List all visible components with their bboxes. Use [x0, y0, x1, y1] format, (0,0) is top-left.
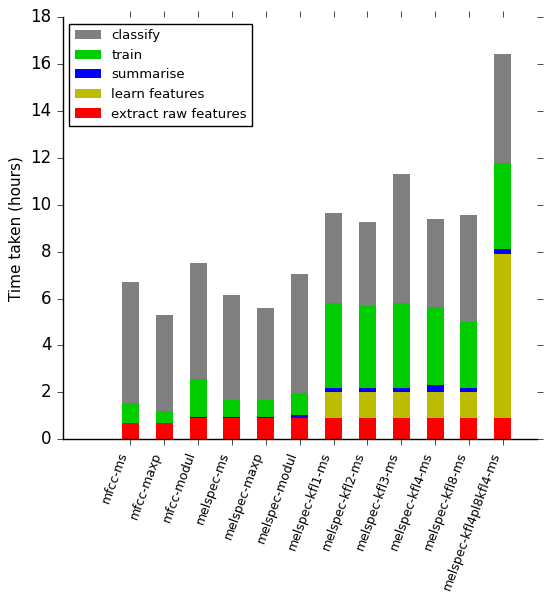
Bar [359, 392, 376, 418]
Bar [257, 418, 274, 439]
Bar [122, 403, 139, 423]
Bar [393, 418, 410, 439]
Bar [223, 295, 240, 400]
Bar [427, 307, 444, 385]
Bar [461, 215, 477, 322]
Bar [427, 219, 444, 307]
Bar [393, 388, 410, 392]
Bar [291, 274, 308, 394]
Bar [223, 417, 240, 418]
Bar [122, 423, 139, 439]
Bar [427, 392, 444, 418]
Bar [393, 303, 410, 388]
Bar [257, 308, 274, 400]
Bar [494, 163, 511, 250]
Bar [190, 263, 207, 379]
Bar [190, 417, 207, 418]
Bar [257, 400, 274, 417]
Bar [291, 394, 308, 415]
Bar [461, 322, 477, 388]
Bar [156, 315, 173, 411]
Bar [359, 223, 376, 305]
Bar [325, 418, 342, 439]
Bar [494, 254, 511, 418]
Bar [190, 379, 207, 417]
Bar [223, 400, 240, 417]
Bar [393, 392, 410, 418]
Bar [359, 418, 376, 439]
Bar [190, 418, 207, 439]
Bar [156, 423, 173, 439]
Bar [257, 417, 274, 418]
Bar [325, 388, 342, 392]
Bar [461, 392, 477, 418]
Bar [223, 418, 240, 439]
Bar [122, 282, 139, 403]
Bar [291, 418, 308, 439]
Bar [393, 175, 410, 303]
Bar [325, 303, 342, 388]
Bar [494, 418, 511, 439]
Bar [156, 411, 173, 423]
Bar [359, 388, 376, 392]
Bar [427, 385, 444, 392]
Y-axis label: Time taken (hours): Time taken (hours) [8, 156, 23, 301]
Bar [359, 305, 376, 388]
Bar [291, 415, 308, 418]
Legend: classify, train, summarise, learn features, extract raw features: classify, train, summarise, learn featur… [69, 24, 252, 126]
Bar [325, 213, 342, 303]
Bar [494, 53, 511, 163]
Bar [325, 392, 342, 418]
Bar [427, 418, 444, 439]
Bar [461, 388, 477, 392]
Bar [461, 418, 477, 439]
Bar [494, 250, 511, 254]
